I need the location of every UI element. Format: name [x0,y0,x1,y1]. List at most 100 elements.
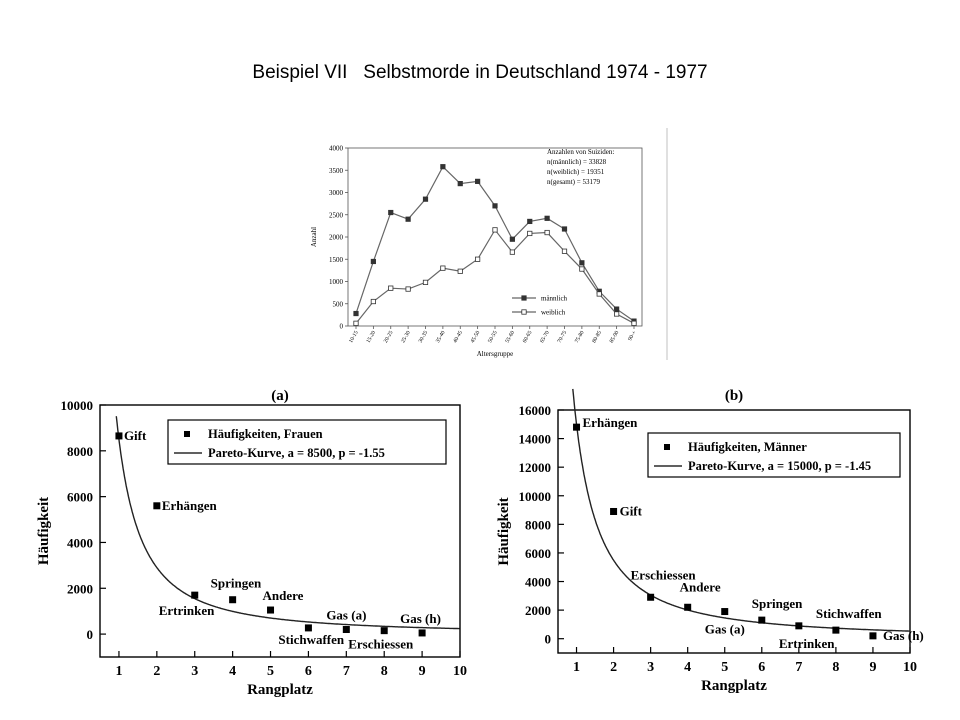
x-axis-label: Rangplatz [701,678,767,694]
slide-title: Beispiel VII Selbstmorde in Deutschland … [252,62,708,83]
x-tick-label: 9 [419,664,426,679]
data-point [758,616,766,624]
age-point-weiblich [475,256,481,262]
age-point-maennlich [544,215,550,221]
age-point-maennlich [405,216,411,222]
point-label: Springen [211,576,262,591]
point-label: Andere [263,588,304,603]
x-axis-label: Rangplatz [247,682,313,698]
age-x-tick-label: 20-25 [383,330,395,344]
data-point [115,432,123,440]
age-x-tick-label: 35-40 [435,330,447,344]
age-point-weiblich [422,279,429,285]
age-point-weiblich [631,320,637,326]
age-point-maennlich [440,164,446,170]
data-point [832,626,840,634]
age-annotation-line: Anzahlen von Suiziden: [547,148,614,156]
x-tick-label: 7 [343,664,350,679]
chart-b-men: (b) 0 2000 4000 6000 8000 10000 12000 14000 16000… [496,388,924,694]
y-tick-label: 2000 [525,603,551,618]
point-label: Ertrinken [779,636,835,651]
legend-label-curve: Pareto-Kurve, a = 8500, p = -1.55 [208,446,385,460]
x-tick-label: 2 [610,660,617,675]
age-x-tick-label: 80-85 [591,330,603,344]
x-tick-label: 4 [684,660,691,675]
y-tick-label: 0 [87,627,94,642]
age-x-tick-label: 55-60 [504,330,516,344]
x-tick-label: 6 [758,660,765,675]
age-annotation-line: n(männlich) = 33828 [547,158,607,166]
y-tick-label: 10000 [519,489,552,504]
age-y-tick-label: 2000 [329,234,344,242]
data-point [869,632,877,640]
data-point [153,502,161,510]
age-point-maennlich [353,310,359,317]
panel-label: (b) [725,388,743,404]
age-point-maennlich [475,178,481,184]
point-label: Stichwaffen [816,606,882,621]
age-point-weiblich [440,265,446,271]
age-point-maennlich [509,236,515,242]
point-label: Gift [124,428,147,443]
plot-frame [557,409,911,654]
age-x-tick-label: 70-75 [557,330,569,344]
x-tick-label: 5 [267,664,274,679]
y-tick-label: 16000 [519,403,552,418]
age-x-tick-label: 10-15 [348,330,360,344]
age-point-weiblich [492,227,498,233]
x-tick-label: 1 [115,664,122,679]
age-point-weiblich [388,285,394,291]
x-tick-label: 1 [573,660,580,675]
x-tick-label: 3 [647,660,654,675]
x-tick-label: 7 [795,660,802,675]
y-tick-label: 4000 [67,535,93,550]
age-point-weiblich [579,266,585,272]
age-y-axis-label: Anzahl [310,227,318,247]
age-y-tick-label: 0 [340,323,344,331]
data-point [795,622,803,630]
age-annotation-line: n(weiblich) = 19351 [547,168,605,176]
age-point-maennlich [370,258,376,265]
y-tick-label: 8000 [525,517,551,532]
point-label: Gas (h) [883,628,924,643]
age-point-maennlich [561,226,568,232]
y-tick-label: 6000 [67,490,93,505]
age-x-tick-label: 40-45 [452,330,464,344]
age-y-tick-label: 1500 [329,256,344,264]
age-x-tick-label: 15-20 [365,330,377,344]
legend-marker [184,431,190,437]
data-point [191,591,199,599]
age-point-maennlich [614,306,620,312]
age-y-tick-label: 2500 [329,211,344,219]
y-tick-label: 4000 [525,575,551,590]
age-series-line-weiblich [355,228,635,324]
point-label: Erschiessen [631,567,697,582]
age-x-tick-label: 75-80 [574,330,586,344]
point-label: Erhängen [162,498,218,513]
age-x-tick-label: 50-55 [487,330,499,344]
age-annotation-line: n(gesamt) = 53179 [547,178,600,186]
data-point [267,606,275,614]
point-label: Erschiessen [348,637,414,652]
age-x-tick-label: 25-30 [400,330,412,344]
age-y-tick-label: 500 [333,300,344,308]
age-y-tick-label: 3500 [329,167,344,175]
y-tick-label: 8000 [67,444,93,459]
age-legend-label: männlich [541,295,568,303]
age-point-maennlich [457,181,463,187]
point-label: Gas (a) [705,622,745,637]
y-tick-label: 0 [545,632,552,647]
age-point-weiblich [509,249,515,255]
data-point [573,423,581,431]
data-point [684,603,692,611]
age-x-tick-label: 90-+ [627,330,637,342]
age-point-weiblich [405,286,411,292]
x-tick-label: 3 [191,664,198,679]
x-tick-label: 9 [869,660,876,675]
point-label: Erhängen [583,415,639,430]
x-tick-label: 5 [721,660,728,675]
age-point-weiblich [457,268,463,274]
point-label: Gas (a) [326,608,366,623]
data-point [229,596,237,604]
age-point-weiblich [353,320,359,326]
